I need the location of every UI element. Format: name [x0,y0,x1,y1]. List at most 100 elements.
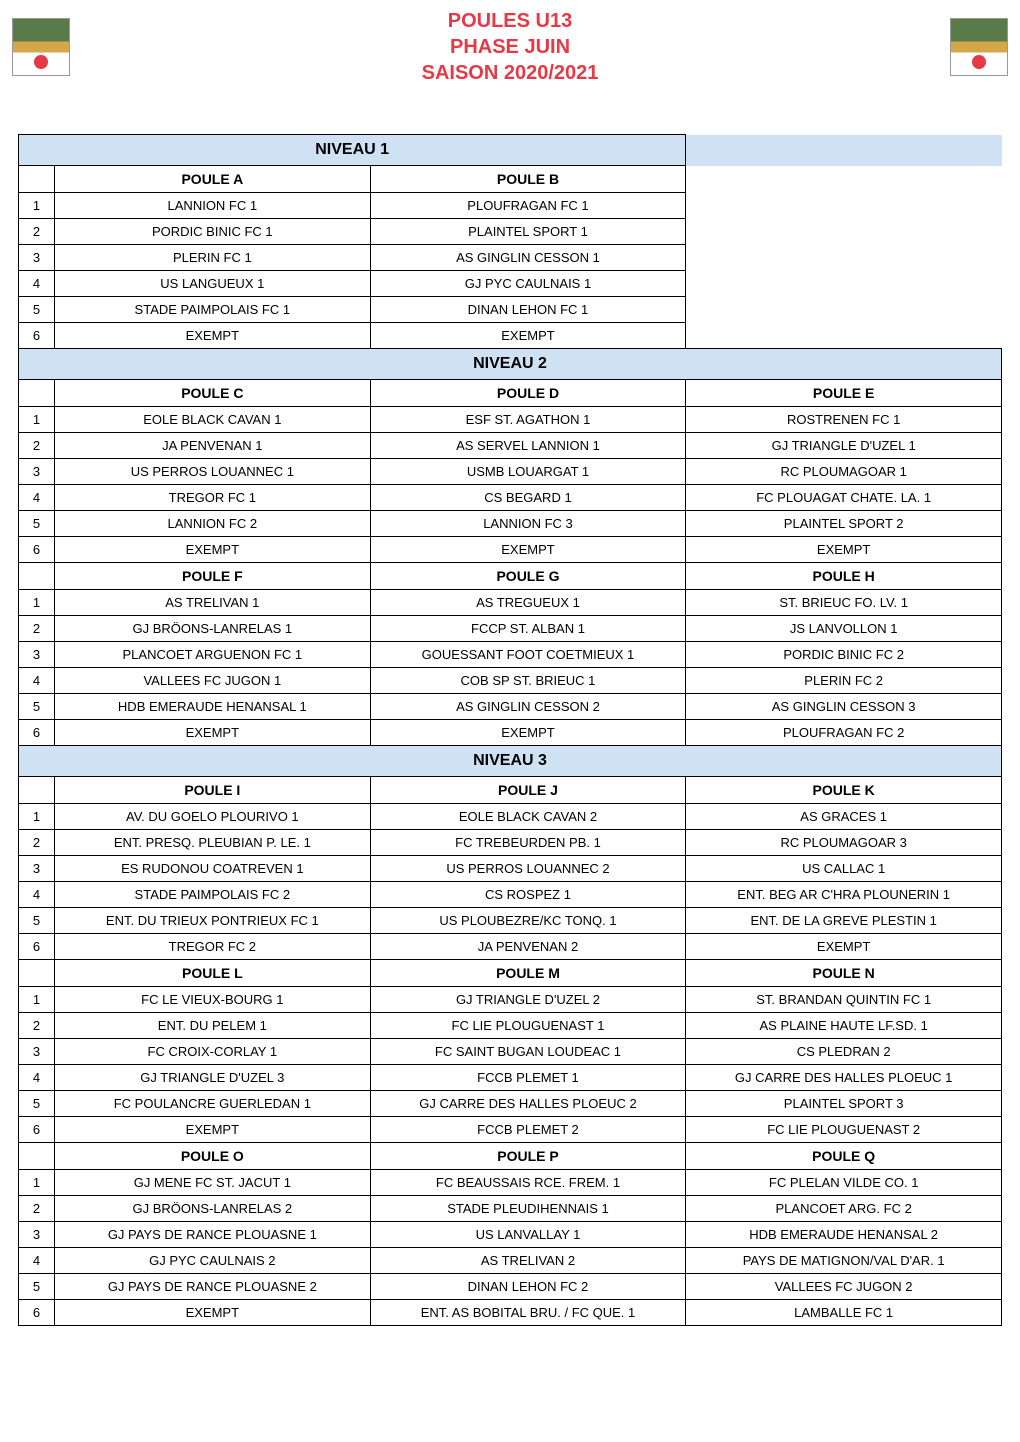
row-number: 6 [19,323,55,349]
team-cell: RC PLOUMAGOAR 1 [686,459,1002,485]
row-num-header [19,563,55,590]
empty-cell [686,135,1002,166]
poule-header: POULE I [55,777,371,804]
team-cell: AS GRACES 1 [686,804,1002,830]
team-cell: PLANCOET ARG. FC 2 [686,1196,1002,1222]
team-cell: EXEMPT [686,537,1002,563]
poule-header: POULE N [686,960,1002,987]
team-cell: ST. BRANDAN QUINTIN FC 1 [686,987,1002,1013]
row-number: 5 [19,511,55,537]
team-cell: PLAINTEL SPORT 3 [686,1091,1002,1117]
team-cell: AS TRELIVAN 1 [55,590,371,616]
team-cell: ESF ST. AGATHON 1 [370,407,686,433]
team-cell: GJ TRIANGLE D'UZEL 2 [370,987,686,1013]
team-cell: US PLOUBEZRE/KC TONQ. 1 [370,908,686,934]
poules-table-container: NIVEAU 1POULE APOULE B1LANNION FC 1PLOUF… [0,94,1020,1344]
team-cell: ENT. DU PELEM 1 [55,1013,371,1039]
poule-header: POULE G [370,563,686,590]
row-number: 1 [19,407,55,433]
team-cell: HDB EMERAUDE HENANSAL 1 [55,694,371,720]
row-number: 4 [19,882,55,908]
team-cell: FC BEAUSSAIS RCE. FREM. 1 [370,1170,686,1196]
row-number: 4 [19,271,55,297]
niveau-label: NIVEAU 1 [19,135,686,166]
poule-header: POULE E [686,380,1002,407]
row-number: 4 [19,1065,55,1091]
team-cell: FC CROIX-CORLAY 1 [55,1039,371,1065]
team-cell: STADE PAIMPOLAIS FC 1 [55,297,371,323]
team-cell: AS TREGUEUX 1 [370,590,686,616]
poule-header: POULE M [370,960,686,987]
team-cell: TREGOR FC 2 [55,934,371,960]
row-number: 3 [19,459,55,485]
team-cell: GJ PYC CAULNAIS 2 [55,1248,371,1274]
team-cell: EXEMPT [370,323,686,349]
poule-header: POULE C [55,380,371,407]
team-cell: PLERIN FC 2 [686,668,1002,694]
team-cell: PAYS DE MATIGNON/VAL D'AR. 1 [686,1248,1002,1274]
team-cell: RC PLOUMAGOAR 3 [686,830,1002,856]
team-cell: US LANVALLAY 1 [370,1222,686,1248]
team-cell: GJ CARRE DES HALLES PLOEUC 1 [686,1065,1002,1091]
poules-table: NIVEAU 1POULE APOULE B1LANNION FC 1PLOUF… [18,134,1002,1326]
row-number: 2 [19,1196,55,1222]
poule-header: POULE P [370,1143,686,1170]
team-cell: EXEMPT [370,720,686,746]
row-number: 3 [19,642,55,668]
team-cell: JA PENVENAN 2 [370,934,686,960]
row-number: 1 [19,987,55,1013]
empty-cell [686,166,1002,193]
team-cell: ENT. DE LA GREVE PLESTIN 1 [686,908,1002,934]
team-cell: EXEMPT [686,934,1002,960]
team-cell: ES RUDONOU COATREVEN 1 [55,856,371,882]
team-cell: VALLEES FC JUGON 1 [55,668,371,694]
row-number: 1 [19,590,55,616]
team-cell: EXEMPT [55,1300,371,1326]
poule-header: POULE J [370,777,686,804]
poule-header: POULE H [686,563,1002,590]
row-number: 6 [19,1117,55,1143]
team-cell: US PERROS LOUANNEC 2 [370,856,686,882]
row-number: 3 [19,1222,55,1248]
team-cell: GJ PYC CAULNAIS 1 [370,271,686,297]
team-cell: EOLE BLACK CAVAN 2 [370,804,686,830]
team-cell: FC SAINT BUGAN LOUDEAC 1 [370,1039,686,1065]
row-number: 6 [19,1300,55,1326]
team-cell: ENT. AS BOBITAL BRU. / FC QUE. 1 [370,1300,686,1326]
team-cell: US PERROS LOUANNEC 1 [55,459,371,485]
row-number: 3 [19,1039,55,1065]
team-cell: VALLEES FC JUGON 2 [686,1274,1002,1300]
row-number: 2 [19,219,55,245]
team-cell: FC POULANCRE GUERLEDAN 1 [55,1091,371,1117]
team-cell: AV. DU GOELO PLOURIVO 1 [55,804,371,830]
title-line-3: SAISON 2020/2021 [70,60,950,86]
team-cell: EOLE BLACK CAVAN 1 [55,407,371,433]
row-number: 1 [19,804,55,830]
poule-header: POULE L [55,960,371,987]
team-cell: GJ BRÖONS-LANRELAS 1 [55,616,371,642]
row-number: 2 [19,1013,55,1039]
poule-header: POULE Q [686,1143,1002,1170]
logo-right [950,18,1008,76]
row-number: 5 [19,908,55,934]
team-cell: FC LE VIEUX-BOURG 1 [55,987,371,1013]
team-cell: STADE PLEUDIHENNAIS 1 [370,1196,686,1222]
team-cell: PLAINTEL SPORT 2 [686,511,1002,537]
poule-header: POULE O [55,1143,371,1170]
team-cell: LANNION FC 3 [370,511,686,537]
poule-header: POULE B [370,166,686,193]
title-line-2: PHASE JUIN [70,34,950,60]
team-cell: PLOUFRAGAN FC 2 [686,720,1002,746]
row-number: 2 [19,433,55,459]
row-number: 3 [19,245,55,271]
team-cell: EXEMPT [55,720,371,746]
team-cell: AS GINGLIN CESSON 2 [370,694,686,720]
team-cell: US LANGUEUX 1 [55,271,371,297]
team-cell: STADE PAIMPOLAIS FC 2 [55,882,371,908]
team-cell: CS BEGARD 1 [370,485,686,511]
team-cell: CS PLEDRAN 2 [686,1039,1002,1065]
team-cell: EXEMPT [55,1117,371,1143]
empty-cell [686,323,1002,349]
empty-cell [686,271,1002,297]
team-cell: GJ TRIANGLE D'UZEL 1 [686,433,1002,459]
